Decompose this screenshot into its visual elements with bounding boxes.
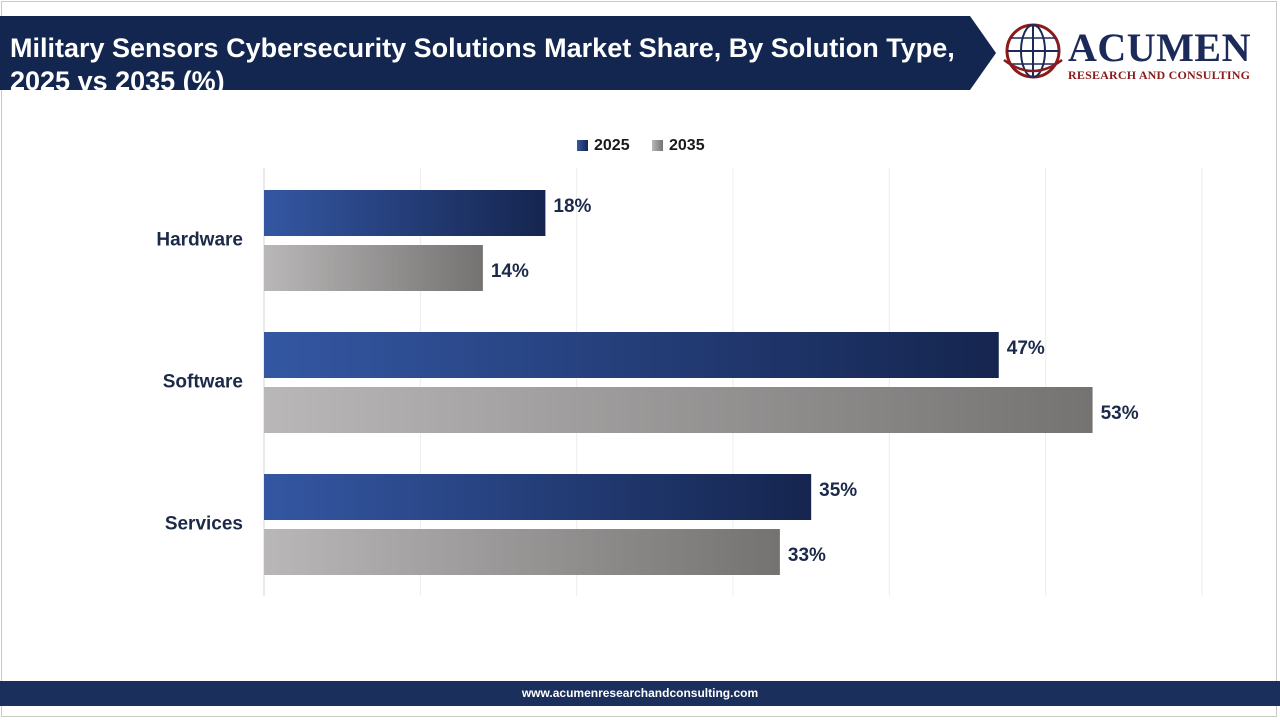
legend-label: 2035: [669, 137, 705, 154]
page-title: Military Sensors Cybersecurity Solutions…: [10, 33, 955, 96]
company-logo: ACUMEN RESEARCH AND CONSULTING: [1002, 18, 1272, 84]
bar-2025-hardware: [264, 190, 546, 236]
footer-url: www.acumenresearchandconsulting.com: [0, 681, 1280, 706]
bar-2025-services: [264, 474, 812, 520]
grid-lines: [419, 168, 1203, 596]
bar-2035-hardware: [264, 245, 483, 291]
category-label: Services: [165, 514, 243, 535]
bar-2025-software: [264, 332, 999, 378]
globe-icon: [1003, 23, 1063, 79]
legend-swatch-2035: [652, 140, 663, 151]
data-label: 47%: [1007, 338, 1045, 359]
bar-2035-software: [264, 387, 1093, 433]
data-label: 33%: [788, 545, 826, 566]
category-label: Software: [163, 372, 243, 393]
title-banner: Military Sensors Cybersecurity Solutions…: [0, 12, 1000, 96]
title-banner-shape: [0, 16, 996, 90]
data-label: 35%: [819, 480, 857, 501]
legend-swatch-2025: [577, 140, 588, 151]
category-label: Hardware: [156, 230, 243, 251]
data-labels: 18% 14% 47% 53% 35% 33%: [491, 196, 1139, 566]
bar-2035-services: [264, 529, 780, 575]
bars: [264, 190, 1093, 575]
legend-label: 2025: [594, 137, 630, 154]
category-labels: Hardware Software Services: [156, 230, 243, 535]
logo-tagline: RESEARCH AND CONSULTING: [1068, 68, 1251, 82]
data-label: 18%: [553, 196, 591, 217]
data-label: 14%: [491, 261, 529, 282]
legend: 2025 2035: [577, 137, 705, 154]
data-label: 53%: [1101, 403, 1139, 424]
logo-name: ACUMEN: [1068, 25, 1251, 70]
